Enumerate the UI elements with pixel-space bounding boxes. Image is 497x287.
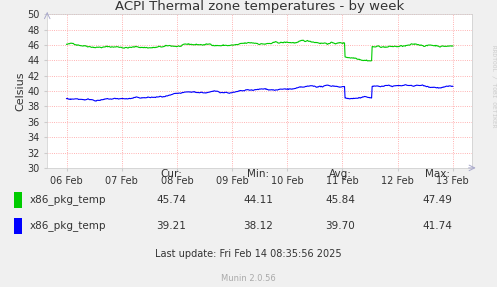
Text: Last update: Fri Feb 14 08:35:56 2025: Last update: Fri Feb 14 08:35:56 2025 [155,249,342,259]
Text: Max:: Max: [425,169,450,179]
Text: 41.74: 41.74 [422,221,452,231]
Title: ACPI Thermal zone temperatures - by week: ACPI Thermal zone temperatures - by week [115,0,404,13]
Text: x86_pkg_temp: x86_pkg_temp [30,195,106,205]
Text: 45.84: 45.84 [326,195,355,205]
Text: 39.70: 39.70 [326,221,355,231]
Y-axis label: Celsius: Celsius [16,71,26,111]
Text: Munin 2.0.56: Munin 2.0.56 [221,274,276,283]
Text: 38.12: 38.12 [244,221,273,231]
Text: Min:: Min: [248,169,269,179]
Text: 45.74: 45.74 [157,195,186,205]
Text: Cur:: Cur: [161,169,182,179]
Text: Avg:: Avg: [329,169,352,179]
Text: RRDTOOL / TOBI OETIKER: RRDTOOL / TOBI OETIKER [491,45,496,127]
Text: 44.11: 44.11 [244,195,273,205]
Text: 47.49: 47.49 [422,195,452,205]
Text: x86_pkg_temp: x86_pkg_temp [30,220,106,231]
Text: 39.21: 39.21 [157,221,186,231]
